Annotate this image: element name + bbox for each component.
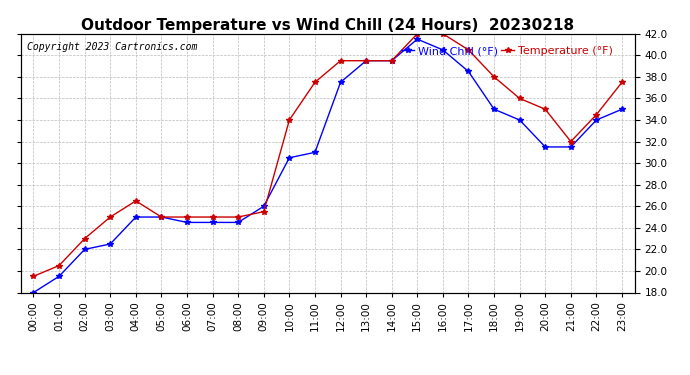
Title: Outdoor Temperature vs Wind Chill (24 Hours)  20230218: Outdoor Temperature vs Wind Chill (24 Ho… — [81, 18, 574, 33]
Legend: Wind Chill (°F), Temperature (°F): Wind Chill (°F), Temperature (°F) — [397, 42, 617, 61]
Text: Copyright 2023 Cartronics.com: Copyright 2023 Cartronics.com — [27, 42, 197, 51]
